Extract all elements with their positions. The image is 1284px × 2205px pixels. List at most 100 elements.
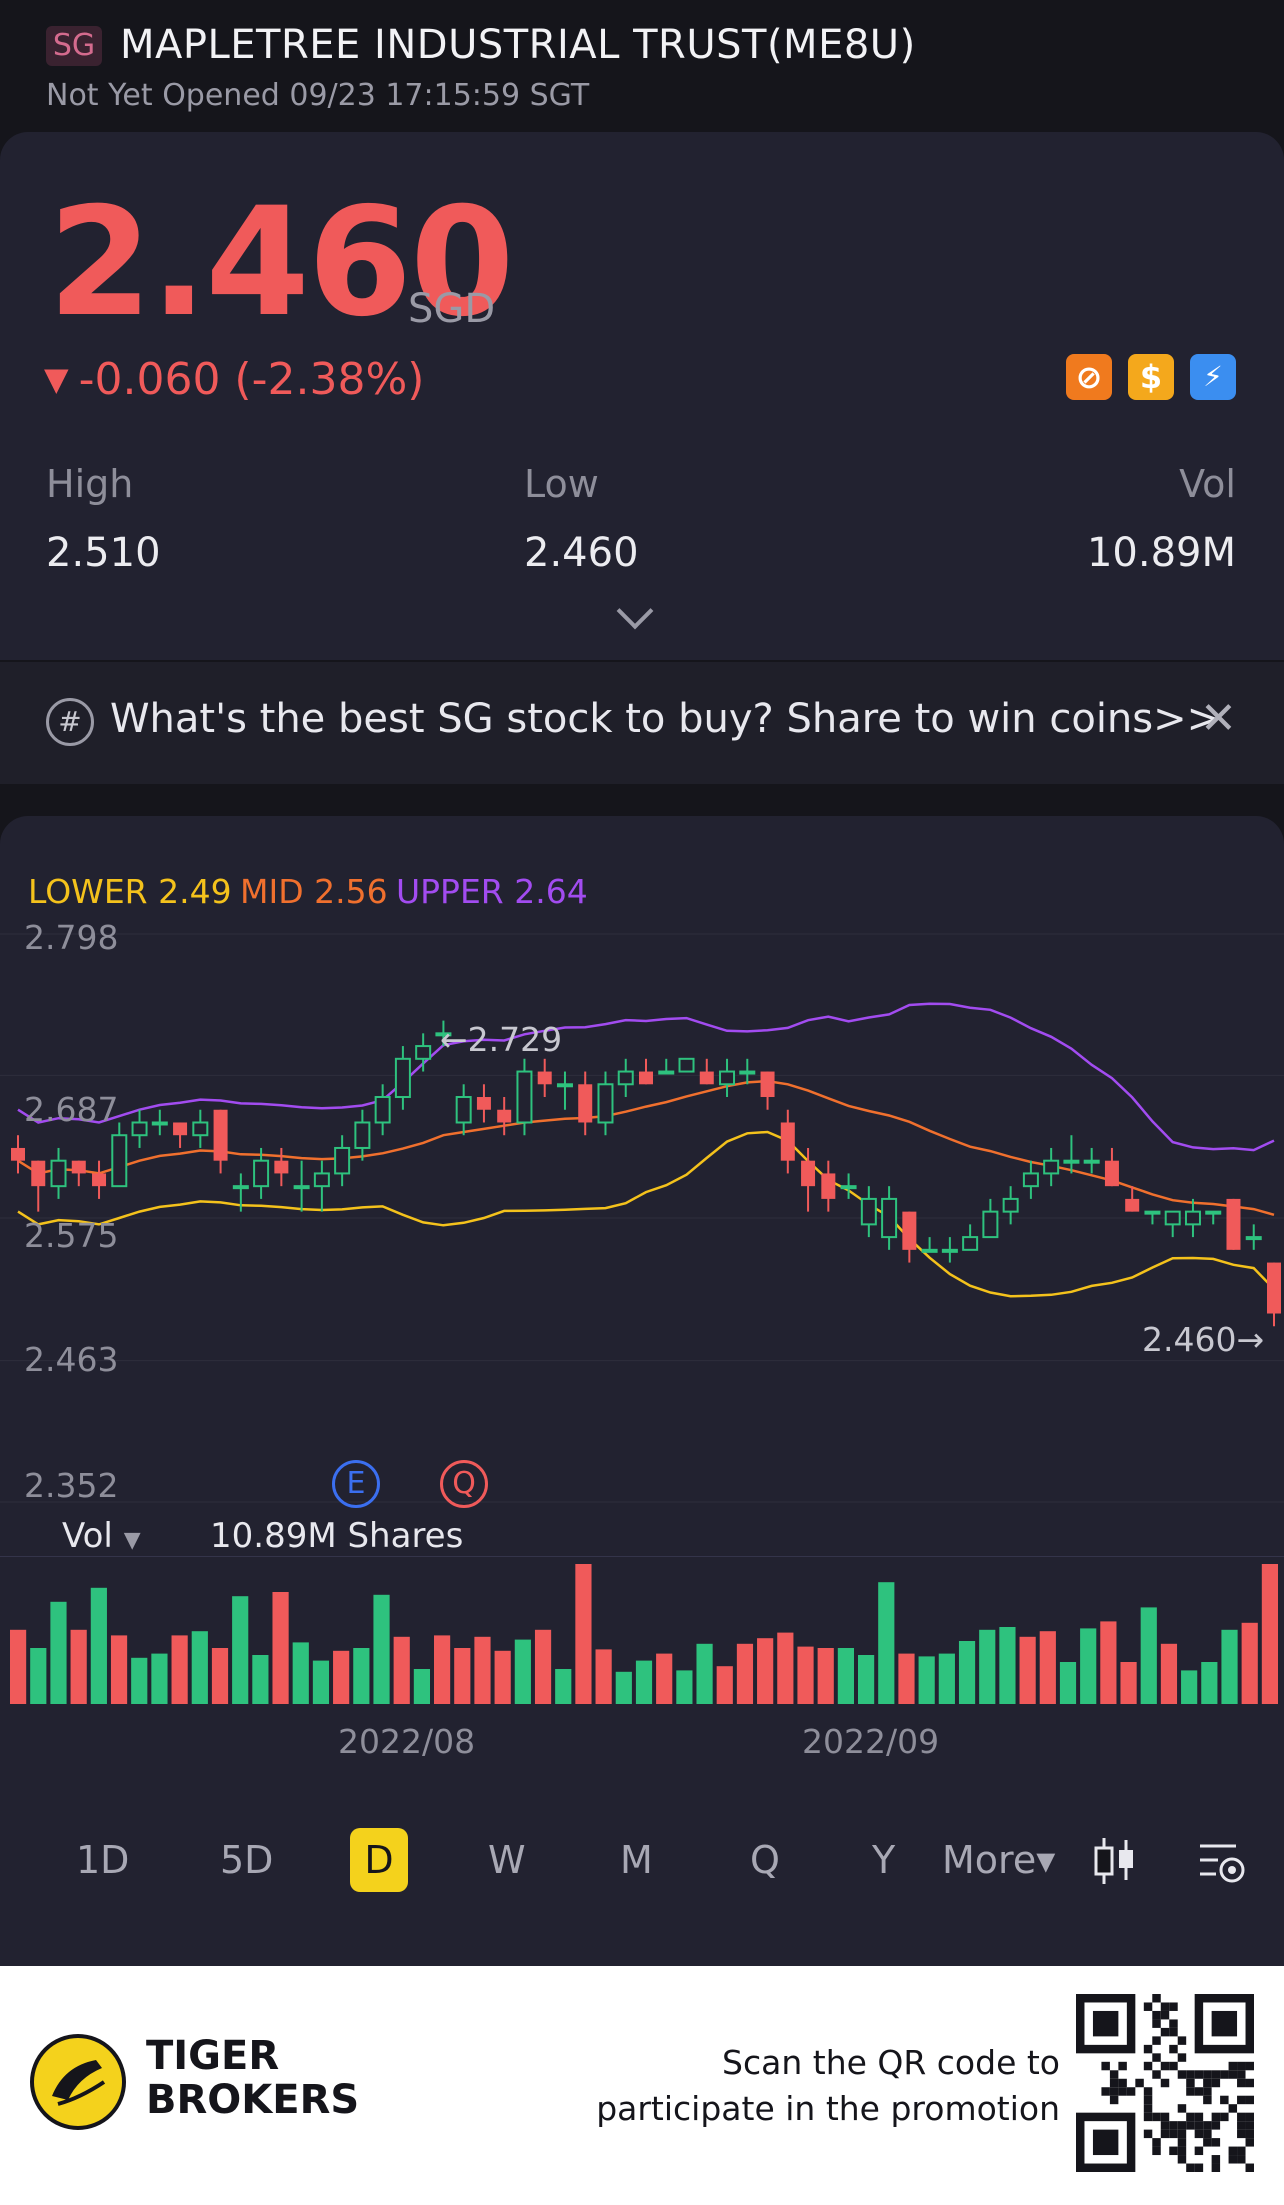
- volume-bar: [817, 1648, 834, 1704]
- candle-body: [639, 1071, 653, 1085]
- down-arrow-icon: ▼: [44, 360, 69, 398]
- candle-body: [699, 1071, 714, 1085]
- y-tick-label: 2.463: [24, 1340, 119, 1379]
- volume-bar: [999, 1627, 1016, 1704]
- tab-1d[interactable]: 1D: [76, 1838, 130, 1882]
- promo-footer: [0, 1966, 1284, 2205]
- candle-body: [860, 1197, 877, 1226]
- candle-body: [1205, 1210, 1222, 1215]
- volume-chart[interactable]: [0, 1556, 1284, 1706]
- candle-body: [760, 1071, 775, 1098]
- volume-shares: 10.89M Shares: [210, 1516, 464, 1556]
- volume-bar: [615, 1671, 632, 1704]
- tab-more[interactable]: More▾: [942, 1838, 1056, 1882]
- candle-type-icon[interactable]: [1092, 1836, 1138, 1886]
- volume-bar: [938, 1653, 955, 1704]
- candle-body: [497, 1109, 512, 1123]
- low-label: Low: [524, 462, 599, 506]
- candle-body: [415, 1045, 432, 1060]
- volume-label: Vol: [1179, 462, 1236, 506]
- volume-bar: [1201, 1662, 1218, 1704]
- candle-body: [274, 1160, 289, 1174]
- volume-bar: [373, 1594, 390, 1704]
- y-tick-label: 2.798: [24, 918, 119, 957]
- volume-bar: [1181, 1670, 1198, 1704]
- dividend-icon[interactable]: $: [1128, 354, 1174, 400]
- boll-mid-label: MID 2.56: [240, 872, 388, 911]
- volume-bar: [958, 1641, 976, 1704]
- candle-body: [455, 1096, 472, 1124]
- candle-body: [1063, 1159, 1080, 1164]
- candle-body: [578, 1084, 593, 1123]
- candle-body: [516, 1070, 533, 1124]
- volume-bar: [1241, 1622, 1258, 1704]
- candle-body: [374, 1096, 391, 1124]
- candle-body: [354, 1121, 371, 1149]
- volume-value: 10.89M: [1086, 530, 1236, 576]
- volume-bar: [312, 1660, 330, 1704]
- candle-body: [213, 1109, 228, 1161]
- boll-mid-line: [17, 1079, 1275, 1217]
- volume-bar: [898, 1653, 915, 1704]
- volume-bar: [413, 1669, 430, 1704]
- high-value: 2.510: [46, 530, 161, 576]
- volume-bar: [757, 1638, 774, 1704]
- volume-bar: [232, 1596, 249, 1704]
- volume-bar: [272, 1592, 289, 1704]
- candle-body: [719, 1070, 736, 1086]
- candle-body: [1083, 1159, 1100, 1164]
- volume-bar: [494, 1650, 511, 1704]
- tab-y[interactable]: Y: [872, 1838, 896, 1882]
- change-value: -0.060 (-2.38%): [78, 354, 425, 405]
- close-icon[interactable]: ✕: [1200, 693, 1237, 744]
- caret-down-icon: ▼: [123, 1528, 141, 1553]
- boll-lower-label: LOWER 2.49: [28, 872, 232, 911]
- candle-body: [232, 1185, 249, 1190]
- candle-body: [780, 1122, 795, 1161]
- lightning-icon[interactable]: ⚡: [1190, 354, 1236, 400]
- boll-lower-line: [17, 1130, 1275, 1298]
- tab-m[interactable]: M: [620, 1838, 653, 1882]
- tiger-logo-icon: [30, 2034, 126, 2130]
- brand-name: TIGER BROKERS: [146, 2033, 360, 2123]
- candle-body: [1043, 1159, 1060, 1175]
- candle-body: [962, 1236, 979, 1251]
- candle-body: [476, 1097, 491, 1110]
- tab-w[interactable]: W: [488, 1838, 526, 1882]
- quarterly-event-icon[interactable]: Q: [440, 1460, 488, 1508]
- volume-bar: [1100, 1621, 1117, 1704]
- promo-text[interactable]: What's the best SG stock to buy? Share t…: [110, 696, 1221, 742]
- volume-bar: [555, 1669, 572, 1704]
- candle-body: [1002, 1197, 1019, 1213]
- candle-body: [1144, 1210, 1161, 1215]
- promo-banner[interactable]: [0, 660, 1284, 784]
- high-label: High: [46, 462, 134, 506]
- candle-body: [92, 1173, 107, 1187]
- candle-body: [556, 1083, 573, 1088]
- boll-upper-line: [17, 1002, 1275, 1152]
- candle-body: [50, 1159, 67, 1188]
- volume-bar: [50, 1601, 67, 1704]
- vol-indicator-selector[interactable]: Vol ▼: [62, 1516, 141, 1556]
- volume-bar: [474, 1636, 491, 1704]
- tab-q[interactable]: Q: [750, 1838, 780, 1882]
- tab-d[interactable]: D: [350, 1828, 408, 1892]
- tab-5d[interactable]: 5D: [220, 1838, 274, 1882]
- candle-body: [617, 1070, 634, 1086]
- candle-body: [1245, 1236, 1262, 1241]
- boll-upper-label: UPPER 2.64: [396, 872, 588, 911]
- candle-body: [11, 1147, 25, 1161]
- volume-bar: [1160, 1643, 1178, 1704]
- volume-bar: [1039, 1631, 1056, 1704]
- volume-bar: [90, 1587, 107, 1704]
- volume-bar: [777, 1632, 794, 1704]
- volume-bar: [575, 1564, 592, 1704]
- candlestick-chart[interactable]: [0, 900, 1284, 1540]
- earnings-event-icon[interactable]: E: [332, 1460, 380, 1508]
- volume-bar: [151, 1653, 168, 1704]
- chart-panel: [0, 816, 1284, 1966]
- no-margin-icon[interactable]: ⊘: [1066, 354, 1112, 400]
- volume-bar: [10, 1629, 27, 1704]
- chart-settings-icon[interactable]: [1196, 1838, 1248, 1886]
- volume-bar: [1059, 1662, 1077, 1704]
